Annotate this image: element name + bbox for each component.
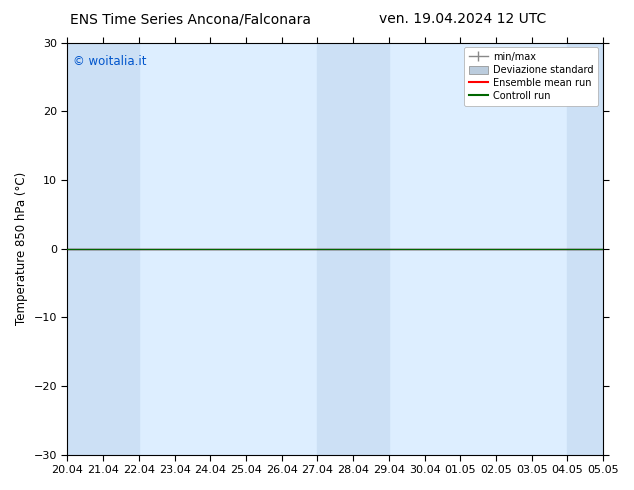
Legend: min/max, Deviazione standard, Ensemble mean run, Controll run: min/max, Deviazione standard, Ensemble m… [464,48,598,106]
Bar [318,43,389,455]
Text: ven. 19.04.2024 12 UTC: ven. 19.04.2024 12 UTC [379,12,547,26]
Text: © woitalia.it: © woitalia.it [73,55,146,68]
Bar [567,43,603,455]
Bar [67,43,139,455]
Text: ENS Time Series Ancona/Falconara: ENS Time Series Ancona/Falconara [70,12,311,26]
Y-axis label: Temperature 850 hPa (°C): Temperature 850 hPa (°C) [15,172,28,325]
